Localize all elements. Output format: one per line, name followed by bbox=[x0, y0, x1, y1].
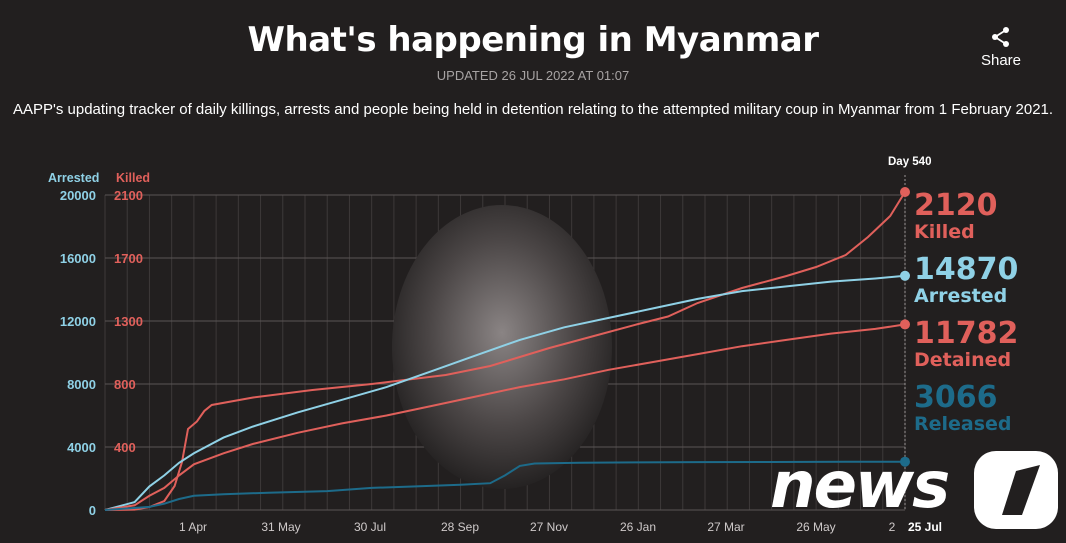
killed-tick-label: 1300 bbox=[114, 314, 143, 329]
updated-timestamp: UPDATED 26 JUL 2022 AT 01:07 bbox=[436, 68, 630, 83]
arrested-tick-label: 0 bbox=[89, 503, 96, 518]
released-total: 3066 Released bbox=[914, 380, 1012, 435]
x-tick-label: 28 Sep bbox=[441, 520, 479, 534]
arrested-total-label: Arrested bbox=[914, 285, 1008, 307]
series-line-detained bbox=[104, 323, 906, 511]
killed-tick-label: 2100 bbox=[114, 188, 143, 203]
x-tick-label: 27 Nov bbox=[530, 520, 568, 534]
killed-total-label: Killed bbox=[914, 221, 975, 243]
arrested-tick-label: 12000 bbox=[60, 314, 96, 329]
arrested-total-value: 14870 bbox=[914, 252, 1019, 287]
arrested-tick-label: 20000 bbox=[60, 188, 96, 203]
series-endpoint-killed bbox=[900, 187, 910, 197]
series-line-killed bbox=[104, 191, 906, 511]
x-tick-label: 26 May bbox=[796, 520, 835, 534]
news1-logo: news bbox=[770, 447, 1062, 533]
series-line-arrested bbox=[104, 274, 906, 511]
killed-tick-label: 400 bbox=[114, 440, 136, 455]
x-tick-label: 2 bbox=[889, 520, 896, 534]
x-tick-label: 30 Jul bbox=[354, 520, 386, 534]
news1-logo-mark bbox=[974, 451, 1058, 529]
detained-total: 11782 Detained bbox=[914, 316, 1019, 371]
share-icon bbox=[992, 27, 1009, 47]
x-tick-label: 1 Apr bbox=[179, 520, 207, 534]
x-tick-label: 25 Jul bbox=[908, 520, 942, 534]
x-tick-label: 27 Mar bbox=[707, 520, 744, 534]
detained-total-value: 11782 bbox=[914, 316, 1019, 351]
killed-axis-title: Killed bbox=[116, 171, 151, 185]
series-endpoint-detained bbox=[900, 319, 910, 330]
killed-total: 2120 Killed bbox=[914, 188, 998, 243]
arrested-axis-title: Arrested bbox=[48, 171, 100, 185]
killed-total-value: 2120 bbox=[914, 188, 998, 223]
share-label: Share bbox=[980, 52, 1022, 69]
share-button[interactable]: Share bbox=[978, 26, 1024, 70]
page-title: What's happening in Myanmar bbox=[247, 20, 820, 60]
x-tick-label: 31 May bbox=[261, 520, 300, 534]
arrested-tick-label: 16000 bbox=[60, 251, 96, 266]
x-tick-label: 26 Jan bbox=[620, 520, 656, 534]
detained-total-label: Detained bbox=[914, 349, 1012, 371]
arrested-tick-label: 4000 bbox=[67, 440, 96, 455]
series-endpoint-released bbox=[900, 456, 910, 467]
series-line-released bbox=[104, 460, 906, 511]
series-endpoint-arrested bbox=[900, 270, 910, 281]
description: AAPP's updating tracker of daily killing… bbox=[12, 101, 1054, 118]
arrested-tick-label: 8000 bbox=[67, 377, 96, 392]
arrested-total: 14870 Arrested bbox=[914, 252, 1019, 307]
news1-logo-text: news bbox=[770, 449, 950, 523]
current-day-label: Day 540 bbox=[888, 156, 932, 168]
series-lines bbox=[104, 187, 910, 511]
released-total-label: Released bbox=[914, 413, 1012, 435]
killed-tick-label: 800 bbox=[114, 377, 136, 392]
tick-labels: 20000 16000 12000 8000 4000 0 2100 1700 1300 800 4… bbox=[60, 188, 942, 534]
killed-tick-label: 1700 bbox=[114, 251, 143, 266]
released-total-value: 3066 bbox=[914, 380, 998, 415]
